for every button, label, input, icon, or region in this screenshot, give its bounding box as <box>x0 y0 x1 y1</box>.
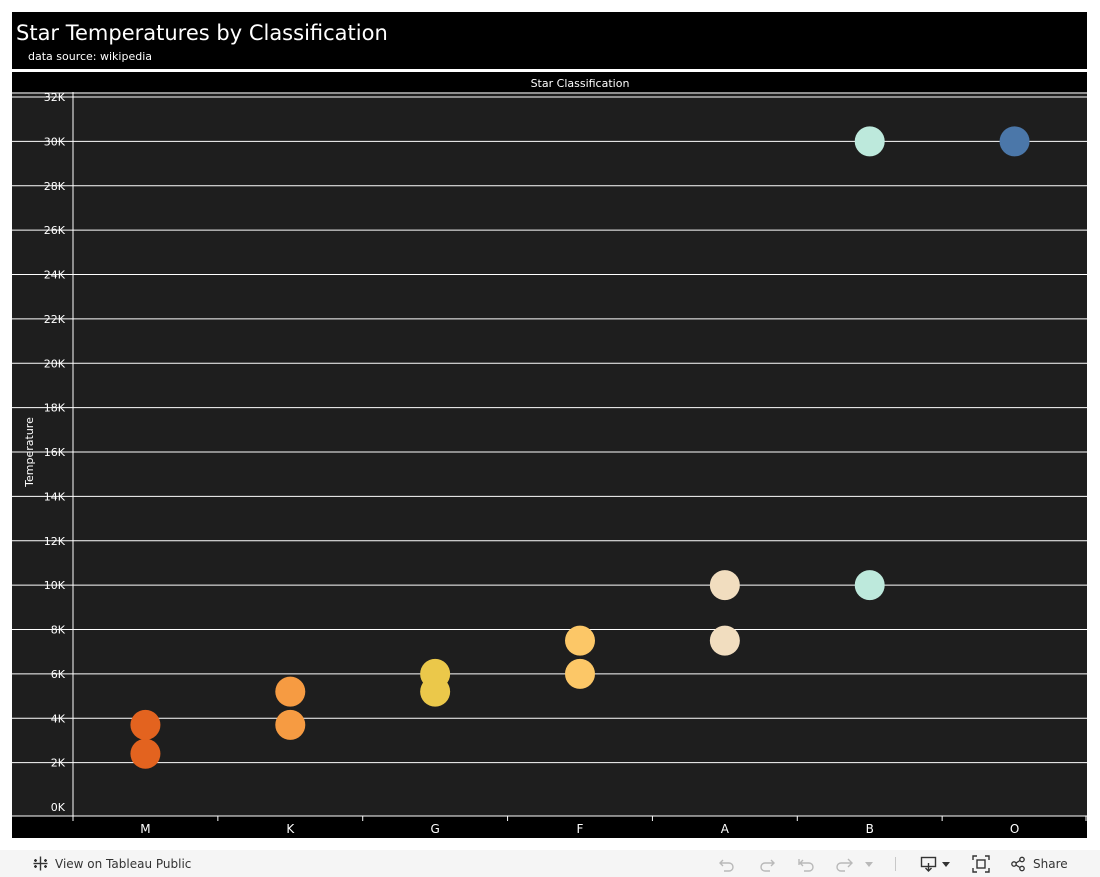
data-point <box>854 570 885 601</box>
x-tick-label: G <box>430 822 439 836</box>
download-icon <box>920 855 950 873</box>
data-point <box>565 625 595 656</box>
tableau-logo-icon <box>32 855 49 872</box>
data-point <box>854 126 885 157</box>
plot-background <box>12 92 1087 816</box>
data-point <box>130 738 161 769</box>
view-on-tableau-label: View on Tableau Public <box>55 856 192 871</box>
refresh-icon <box>835 856 855 872</box>
y-tick-label: 28K <box>44 180 66 193</box>
undo-button[interactable] <box>718 850 736 877</box>
y-tick-label: 24K <box>44 269 66 282</box>
data-point <box>420 658 451 689</box>
title-bar: Star Temperatures by Classification data… <box>12 12 1087 69</box>
tableau-toolbar: View on Tableau Public <box>0 850 1100 877</box>
undo-icon <box>718 856 736 872</box>
y-tick-label: 10K <box>44 579 66 592</box>
redo-button[interactable] <box>758 850 776 877</box>
y-tick-label: 0K <box>51 801 66 814</box>
data-point <box>999 126 1030 157</box>
data-point <box>130 709 161 740</box>
y-tick-labels: 0K 2K 4K 6K 8K 10K 12K 14K 16K 18K 20K 22K 24K 26K 28K… <box>44 91 66 814</box>
share-icon <box>1010 856 1026 872</box>
share-button[interactable]: Share <box>1010 850 1068 877</box>
y-tick-label: 16K <box>44 446 66 459</box>
data-points <box>130 126 1030 769</box>
revert-icon <box>797 856 817 872</box>
y-tick-label: 18K <box>44 402 66 415</box>
download-button[interactable] <box>920 850 950 877</box>
redo-icon <box>758 856 776 872</box>
refresh-button[interactable] <box>835 850 855 877</box>
dropdown-caret-icon <box>864 859 874 869</box>
y-tick-label: 22K <box>44 313 66 326</box>
x-tick-label: K <box>286 822 295 836</box>
data-point <box>275 676 306 707</box>
x-tick-label: F <box>577 822 584 836</box>
refresh-dropdown[interactable] <box>864 850 874 877</box>
y-tick-label: 32K <box>44 91 66 104</box>
x-tick-label: A <box>721 822 730 836</box>
gridlines <box>12 92 1087 817</box>
y-tick-label: 12K <box>44 535 66 548</box>
data-point <box>709 625 740 656</box>
chart-subtitle: data source: wikipedia <box>28 50 153 63</box>
fullscreen-icon <box>972 854 990 873</box>
view-on-tableau-button[interactable]: View on Tableau Public <box>32 850 191 877</box>
x-tick-label: O <box>1010 822 1019 836</box>
data-point <box>709 570 740 601</box>
y-tick-label: 26K <box>44 224 66 237</box>
data-point <box>275 709 306 740</box>
column-header: Star Classification <box>531 77 630 90</box>
revert-button[interactable] <box>797 850 817 877</box>
y-tick-label: 8K <box>51 624 66 637</box>
y-tick-label: 20K <box>44 357 66 370</box>
fullscreen-button[interactable] <box>972 850 990 877</box>
y-tick-label: 6K <box>51 668 66 681</box>
x-tick-label: B <box>866 822 874 836</box>
y-tick-label: 4K <box>51 712 66 725</box>
toolbar-divider <box>895 857 896 871</box>
chart-title: Star Temperatures by Classification <box>16 21 388 45</box>
data-point <box>565 658 595 689</box>
x-tick-label: M <box>140 822 150 836</box>
y-tick-label: 2K <box>51 757 66 770</box>
share-label: Share <box>1033 856 1068 871</box>
y-tick-label: 14K <box>44 490 66 503</box>
y-tick-label: 30K <box>44 135 66 148</box>
